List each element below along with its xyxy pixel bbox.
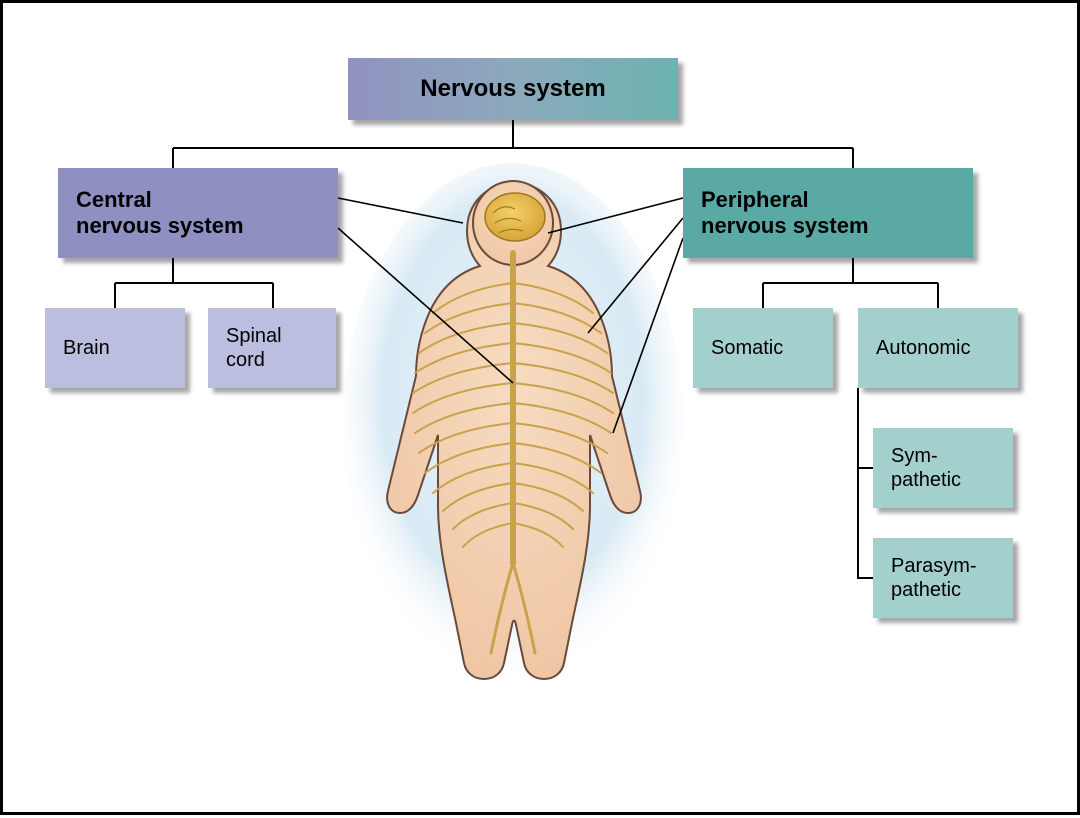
node-spinal-label: Spinal cord xyxy=(226,324,282,372)
node-autonomic: Autonomic xyxy=(858,308,1018,388)
node-pns-label: Peripheral nervous system xyxy=(701,187,869,240)
connector-lines xyxy=(3,3,1080,818)
node-autonomic-label: Autonomic xyxy=(876,336,971,360)
node-parasympathetic: Parasym- pathetic xyxy=(873,538,1013,618)
node-root-label: Nervous system xyxy=(420,75,605,104)
body-outline xyxy=(387,183,641,679)
diagram-canvas: Nervous system Central nervous system Pe… xyxy=(0,0,1080,815)
node-cns-label: Central nervous system xyxy=(76,187,244,240)
node-somatic: Somatic xyxy=(693,308,833,388)
node-root: Nervous system xyxy=(348,58,678,120)
node-cns: Central nervous system xyxy=(58,168,338,258)
node-brain-label: Brain xyxy=(63,336,110,360)
node-pns: Peripheral nervous system xyxy=(683,168,973,258)
node-sympathetic: Sym- pathetic xyxy=(873,428,1013,508)
anatomy-illustration xyxy=(343,163,683,743)
peripheral-nerves xyxy=(413,283,613,547)
node-somatic-label: Somatic xyxy=(711,336,783,360)
node-spinal: Spinal cord xyxy=(208,308,336,388)
node-parasympathetic-label: Parasym- pathetic xyxy=(891,554,977,602)
node-sympathetic-label: Sym- pathetic xyxy=(891,444,961,492)
node-brain: Brain xyxy=(45,308,185,388)
brain-icon xyxy=(485,193,545,241)
